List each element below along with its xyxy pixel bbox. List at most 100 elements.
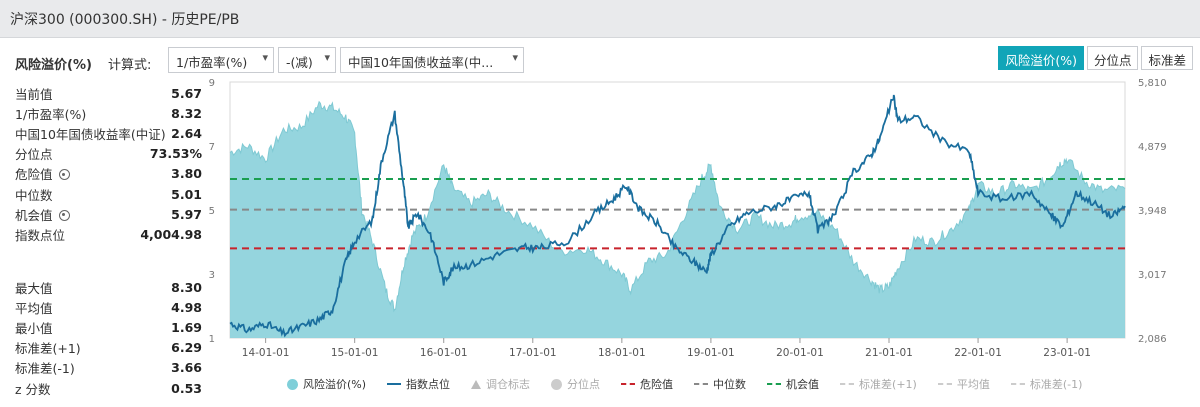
legend-dash-icon <box>1010 383 1025 385</box>
x-tick-label: 14-01-01 <box>242 347 290 359</box>
legend-label: 平均值 <box>956 378 990 391</box>
x-tick-label: 23-01-01 <box>1043 347 1091 359</box>
formula-label: 计算式: <box>108 58 152 73</box>
operator-select[interactable]: -(减) ▾ <box>278 47 336 73</box>
chart-grid <box>229 81 1126 339</box>
chart-plot <box>229 94 1126 338</box>
stat-summary-value: 4.98 <box>171 299 202 315</box>
legend-dash-icon <box>621 383 636 385</box>
legend-triangle-icon <box>471 379 482 389</box>
stat-summary-row: 平均值 4.98 <box>15 297 202 317</box>
stat-summary-row: 标准差(-1) 3.66 <box>15 358 202 378</box>
window-title: 沪深300 (000300.SH) - 历史PE/PB <box>10 12 240 28</box>
legend-item[interactable]: 平均值 <box>937 376 990 392</box>
stat-label: 中位数 <box>15 187 53 203</box>
stat-row: 中位数 5.01 <box>15 184 202 204</box>
legend-dash-icon <box>840 383 855 385</box>
y-right-tick-label: 4,879 <box>1138 142 1167 153</box>
stat-row: 分位点 73.53% <box>15 144 202 164</box>
stat-row: 危险值 3.80 <box>15 164 202 184</box>
stat-value: 5.01 <box>171 186 202 202</box>
chevron-down-icon: ▾ <box>262 51 268 64</box>
legend-label: 分位点 <box>567 378 601 391</box>
risk-premium-line <box>229 100 1126 313</box>
legend-item[interactable]: 分位点 <box>551 376 600 392</box>
gear-icon[interactable] <box>58 169 70 181</box>
stat-row: 中国10年国债收益率(中证) 2.64 <box>15 123 202 143</box>
title-bar: 沪深300 (000300.SH) - 历史PE/PB <box>0 0 1200 38</box>
stat-summary-row: z 分数 0.53 <box>15 378 202 398</box>
stat-label: 当前值 <box>15 86 53 102</box>
x-tick-label: 22-01-01 <box>954 347 1002 359</box>
x-tick-label: 21-01-01 <box>865 347 913 359</box>
legend-label: 中位数 <box>713 378 747 391</box>
tab-risk-premium[interactable]: 风险溢价(%) <box>998 46 1084 70</box>
risk-premium-area <box>230 101 1125 338</box>
chart-axes: 1 3 5 7 9 2,086 3,017 3,948 4,879 5,810 14-01-01 15… <box>209 78 1167 359</box>
x-tick-label: 18-01-01 <box>598 347 646 359</box>
y-left-tick-label: 1 <box>209 334 215 345</box>
legend-item[interactable]: 标准差(+1) <box>840 376 917 392</box>
y-left-tick-label: 5 <box>209 206 215 217</box>
stat-value: 73.53% <box>149 146 202 162</box>
chart-legend: 风险溢价(%) 指数点位 调仓标志 分位点 危险值 中位数 机会值 标准差(+1) 平均值 标准差… <box>287 376 1103 392</box>
legend-label: 调仓标志 <box>486 378 531 391</box>
legend-item[interactable]: 指数点位 <box>387 376 450 392</box>
stat-summary-value: 1.69 <box>171 319 202 335</box>
numerator-select[interactable]: 1/市盈率(%) ▾ <box>168 47 274 73</box>
x-tick-label: 19-01-01 <box>687 347 735 359</box>
legend-item[interactable]: 中位数 <box>694 376 746 392</box>
legend-item[interactable]: 风险溢价(%) <box>287 376 366 392</box>
stat-summary-value: 3.66 <box>171 360 202 376</box>
stat-label: 1/市盈率(%) <box>15 106 87 122</box>
stat-summary-row: 最小值 1.69 <box>15 317 202 337</box>
chevron-down-icon: ▾ <box>512 51 518 64</box>
y-right-tick-label: 3,948 <box>1138 206 1167 217</box>
legend-item[interactable]: 调仓标志 <box>471 376 530 392</box>
stat-summary-value: 8.30 <box>171 279 202 295</box>
denominator-select-value: 中国10年国债收益率(中... <box>348 55 494 70</box>
stat-label: 中国10年国债收益率(中证) <box>15 126 166 142</box>
legend-dash-icon <box>767 383 782 385</box>
stat-value: 2.64 <box>171 125 202 141</box>
legend-dash-icon <box>937 383 952 385</box>
legend-label: 风险溢价(%) <box>303 378 367 391</box>
tab-std-dev[interactable]: 标准差 <box>1141 46 1193 70</box>
legend-label: 指数点位 <box>406 378 451 391</box>
x-tick-label: 17-01-01 <box>509 347 557 359</box>
legend-dot-icon <box>287 378 298 390</box>
stat-summary-label: 最大值 <box>15 280 53 296</box>
legend-dash-icon <box>694 383 709 385</box>
stat-row: 当前值 5.67 <box>15 83 202 103</box>
chevron-down-icon: ▾ <box>324 51 330 64</box>
section-label: 风险溢价(%) <box>15 58 92 73</box>
legend-item[interactable]: 危险值 <box>621 376 673 392</box>
stat-value: 5.97 <box>171 206 202 222</box>
stat-row: 1/市盈率(%) 8.32 <box>15 103 202 123</box>
plot-frame <box>229 81 1126 339</box>
y-right-tick-label: 3,017 <box>1138 270 1167 281</box>
stat-value: 4,004.98 <box>140 226 202 242</box>
denominator-select[interactable]: 中国10年国债收益率(中... ▾ <box>340 47 524 73</box>
stat-summary-label: z 分数 <box>15 381 51 397</box>
tab-percentile[interactable]: 分位点 <box>1086 46 1139 70</box>
stat-summary-value: 0.53 <box>171 380 202 396</box>
legend-label: 危险值 <box>640 378 674 391</box>
y-left-tick-label: 3 <box>209 270 215 281</box>
stat-label: 指数点位 <box>15 227 66 243</box>
y-right-tick-label: 5,810 <box>1138 78 1167 89</box>
stat-summary-value: 6.29 <box>171 340 202 356</box>
gear-icon[interactable] <box>58 209 70 221</box>
legend-label: 标准差(+1) <box>859 378 917 391</box>
stat-summary-label: 标准差(-1) <box>15 361 75 377</box>
x-tick-label: 15-01-01 <box>331 347 379 359</box>
stat-summary-label: 标准差(+1) <box>15 341 81 357</box>
legend-item[interactable]: 机会值 <box>767 376 819 392</box>
legend-item[interactable]: 标准差(-1) <box>1010 376 1082 392</box>
y-right-tick-label: 2,086 <box>1138 334 1167 345</box>
legend-label: 机会值 <box>786 378 820 391</box>
stat-summary-label: 最小值 <box>15 320 53 336</box>
y-left-tick-label: 7 <box>209 142 215 153</box>
x-tick-label: 20-01-01 <box>776 347 824 359</box>
stat-label: 分位点 <box>15 147 53 163</box>
